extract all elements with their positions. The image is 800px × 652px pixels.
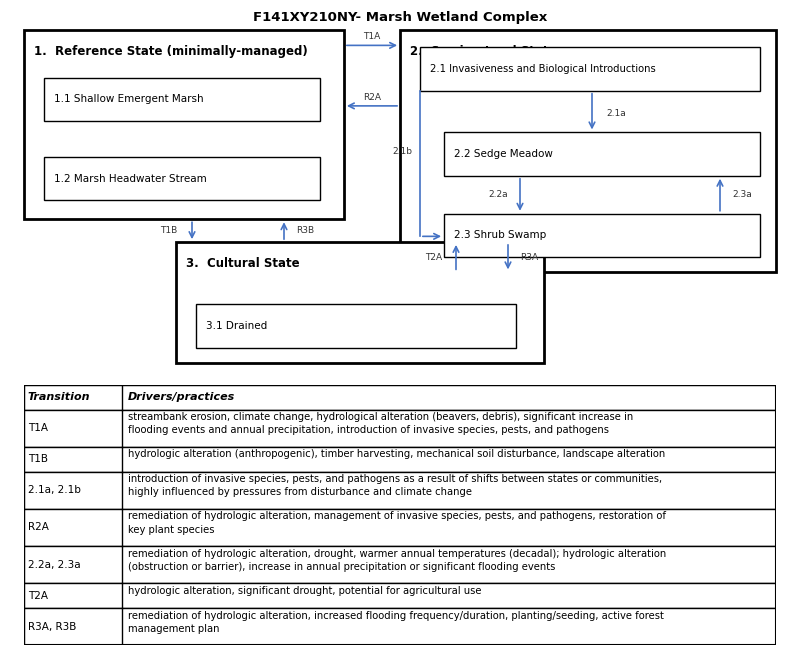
Text: 2.2 Sedge Meadow: 2.2 Sedge Meadow — [454, 149, 553, 159]
FancyBboxPatch shape — [176, 242, 544, 363]
Text: T2A: T2A — [28, 591, 48, 600]
Text: T1B: T1B — [160, 226, 178, 235]
FancyBboxPatch shape — [44, 78, 320, 121]
Text: 2.1b: 2.1b — [392, 147, 412, 156]
Text: R3B: R3B — [296, 226, 314, 235]
Text: 2.1a, 2.1b: 2.1a, 2.1b — [28, 485, 81, 496]
FancyBboxPatch shape — [24, 584, 776, 608]
FancyBboxPatch shape — [24, 409, 776, 447]
Text: 2.  Semi-natural State: 2. Semi-natural State — [410, 46, 556, 59]
Text: 3.1 Drained: 3.1 Drained — [206, 321, 267, 331]
Text: remediation of hydrologic alteration, drought, warmer annual temperatures (decad: remediation of hydrologic alteration, dr… — [128, 549, 666, 572]
FancyBboxPatch shape — [24, 471, 776, 509]
Text: hydrologic alteration (anthropogenic), timber harvesting, mechanical soil distur: hydrologic alteration (anthropogenic), t… — [128, 449, 665, 460]
FancyBboxPatch shape — [420, 47, 760, 91]
FancyBboxPatch shape — [44, 157, 320, 200]
FancyBboxPatch shape — [196, 304, 516, 348]
Text: F141XY210NY- Marsh Wetland Complex: F141XY210NY- Marsh Wetland Complex — [253, 11, 547, 24]
Text: T1A: T1A — [28, 423, 48, 433]
Text: R2A: R2A — [28, 522, 49, 533]
Text: remediation of hydrologic alteration, management of invasive species, pests, and: remediation of hydrologic alteration, ma… — [128, 511, 666, 535]
FancyBboxPatch shape — [24, 385, 776, 409]
Text: Drivers/practices: Drivers/practices — [128, 392, 235, 402]
Text: 2.2a: 2.2a — [488, 190, 508, 200]
Text: 1.1 Shallow Emergent Marsh: 1.1 Shallow Emergent Marsh — [54, 95, 203, 104]
Text: streambank erosion, climate change, hydrological alteration (beavers, debris), s: streambank erosion, climate change, hydr… — [128, 412, 633, 436]
Text: hydrologic alteration, significant drought, potential for agricultural use: hydrologic alteration, significant droug… — [128, 586, 482, 596]
Text: 1.  Reference State (minimally-managed): 1. Reference State (minimally-managed) — [34, 46, 307, 59]
Text: 2.3a: 2.3a — [732, 190, 752, 200]
FancyBboxPatch shape — [444, 214, 760, 257]
FancyBboxPatch shape — [24, 608, 776, 645]
Text: remediation of hydrologic alteration, increased flooding frequency/duration, pla: remediation of hydrologic alteration, in… — [128, 611, 664, 634]
Text: T1B: T1B — [28, 454, 48, 464]
FancyBboxPatch shape — [24, 30, 344, 219]
Text: R2A: R2A — [363, 93, 381, 102]
Text: introduction of invasive species, pests, and pathogens as a result of shifts bet: introduction of invasive species, pests,… — [128, 474, 662, 497]
FancyBboxPatch shape — [444, 132, 760, 176]
FancyBboxPatch shape — [24, 509, 776, 546]
FancyBboxPatch shape — [24, 546, 776, 584]
FancyBboxPatch shape — [24, 447, 776, 471]
Text: T2A: T2A — [426, 252, 442, 261]
Text: R3A: R3A — [520, 252, 538, 261]
Text: Transition: Transition — [28, 392, 90, 402]
Text: 2.1 Invasiveness and Biological Introductions: 2.1 Invasiveness and Biological Introduc… — [430, 64, 655, 74]
Text: R3A, R3B: R3A, R3B — [28, 622, 76, 632]
Text: 3.  Cultural State: 3. Cultural State — [186, 257, 299, 270]
Text: 1.2 Marsh Headwater Stream: 1.2 Marsh Headwater Stream — [54, 173, 206, 184]
Text: 2.1a: 2.1a — [606, 109, 626, 118]
Text: 2.3 Shrub Swamp: 2.3 Shrub Swamp — [454, 230, 546, 241]
Text: T1A: T1A — [363, 32, 381, 41]
Text: 2.2a, 2.3a: 2.2a, 2.3a — [28, 560, 80, 570]
FancyBboxPatch shape — [400, 30, 776, 273]
